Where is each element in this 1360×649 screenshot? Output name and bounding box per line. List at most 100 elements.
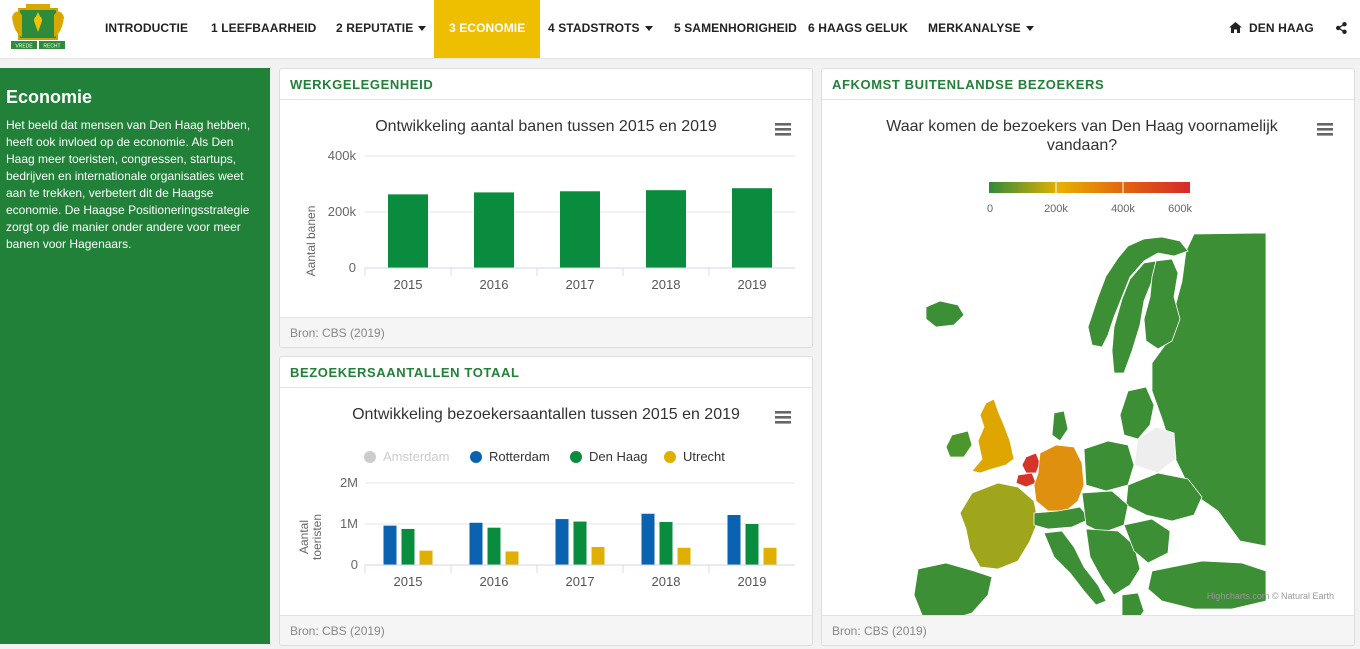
country-turkey[interactable] xyxy=(1148,561,1266,609)
color-axis-label: 600k xyxy=(1168,203,1192,215)
nav-item-samenhorigheid[interactable]: 5 SAMENHORIGHEID xyxy=(674,0,797,58)
y-tick-label: 1M xyxy=(340,516,358,531)
chart-menu-icon[interactable] xyxy=(775,411,791,424)
bar-rotterdam[interactable] xyxy=(384,526,397,565)
nav-item-den-haag[interactable]: DEN HAAG xyxy=(1229,0,1314,58)
x-tick-label: 2019 xyxy=(738,277,767,292)
bar[interactable] xyxy=(474,192,514,268)
top-navbar: VREDE RECHT INTRODUCTIE 1 LEEFBAARHEID 2… xyxy=(0,0,1360,59)
home-icon xyxy=(1229,22,1242,33)
bar-den-haag[interactable] xyxy=(488,528,501,565)
map-credits[interactable]: Highcharts.com © Natural Earth xyxy=(1207,591,1334,601)
bar-utrecht[interactable] xyxy=(592,547,605,565)
x-tick-label: 2016 xyxy=(480,574,509,589)
y-axis-label: Aantal banen xyxy=(304,206,318,277)
bar-rotterdam[interactable] xyxy=(728,515,741,565)
country-poland[interactable] xyxy=(1084,441,1134,491)
bar-utrecht[interactable] xyxy=(764,548,777,565)
panel-footer: Bron: CBS (2019) xyxy=(280,615,812,645)
bar-den-haag[interactable] xyxy=(660,522,673,565)
chart-menu-icon[interactable] xyxy=(1317,123,1333,136)
map-chart: Waar komen de bezoekers van Den Haag voo… xyxy=(822,101,1354,616)
country-netherlands[interactable] xyxy=(1022,453,1040,473)
bar-rotterdam[interactable] xyxy=(642,514,655,565)
y-tick-label: 0 xyxy=(349,260,356,275)
chevron-down-icon xyxy=(645,26,653,31)
country-central[interactable] xyxy=(1082,491,1128,533)
x-tick-label: 2018 xyxy=(652,574,681,589)
country-alpine[interactable] xyxy=(1034,507,1090,529)
y-tick-label: 400k xyxy=(328,148,357,163)
legend-marker xyxy=(664,451,676,463)
legend-marker xyxy=(364,451,376,463)
legend-item-den-haag[interactable]: Den Haag xyxy=(570,449,648,464)
sidebar-text: Het beeld dat mensen van Den Haag hebben… xyxy=(6,117,264,253)
country-germany[interactable] xyxy=(1034,445,1084,511)
nav-item-reputatie[interactable]: 2 REPUTATIE xyxy=(336,0,426,58)
chart-menu-icon[interactable] xyxy=(775,123,791,136)
panel-bezoekersaantallen: BEZOEKERSAANTALLEN TOTAAL Ontwikkeling b… xyxy=(279,356,813,646)
nav-item-leefbaarheid[interactable]: 1 LEEFBAARHEID xyxy=(211,0,316,58)
bar-utrecht[interactable] xyxy=(420,551,433,565)
country-spain[interactable] xyxy=(914,563,992,616)
x-tick-label: 2018 xyxy=(652,277,681,292)
sidebar-title: Economie xyxy=(6,87,264,108)
chart-title: Ontwikkeling aantal banen tussen 2015 en… xyxy=(375,118,717,135)
country-belgium[interactable] xyxy=(1016,473,1036,487)
chart-title: Waar komen de bezoekers van Den Haag voo… xyxy=(886,118,1279,154)
country-france[interactable] xyxy=(960,483,1038,569)
sidebar-intro: Economie Het beeld dat mensen van Den Ha… xyxy=(0,68,270,644)
legend-label: Rotterdam xyxy=(489,449,550,464)
panel-werkgelegenheid: WERKGELEGENHEID Ontwikkeling aantal bane… xyxy=(279,68,813,348)
legend-item-amsterdam[interactable]: Amsterdam xyxy=(364,449,449,464)
country-iceland[interactable] xyxy=(926,301,964,327)
legend-item-utrecht[interactable]: Utrecht xyxy=(664,449,725,464)
country-uk[interactable] xyxy=(972,399,1014,473)
logo-text-right: RECHT xyxy=(43,44,60,50)
nav-item-merkanalyse[interactable]: MERKANALYSE xyxy=(928,0,1034,58)
nav-item-stadstrots[interactable]: 4 STADSTROTS xyxy=(548,0,653,58)
country-ireland[interactable] xyxy=(946,431,972,457)
nav-item-economie[interactable]: 3 ECONOMIE xyxy=(434,0,540,58)
legend-label: Den Haag xyxy=(589,449,648,464)
nav-item-haags-geluk[interactable]: 6 HAAGS GELUK xyxy=(808,0,908,58)
x-tick-label: 2017 xyxy=(566,277,595,292)
den-haag-logo[interactable]: VREDE RECHT xyxy=(10,3,66,51)
bar-rotterdam[interactable] xyxy=(556,519,569,565)
bar-utrecht[interactable] xyxy=(678,548,691,565)
bar-den-haag[interactable] xyxy=(402,529,415,565)
share-icon[interactable] xyxy=(1336,21,1347,39)
x-tick-label: 2015 xyxy=(394,574,423,589)
panel-footer: Bron: CBS (2019) xyxy=(280,317,812,347)
bar[interactable] xyxy=(646,190,686,268)
logo-text-left: VREDE xyxy=(15,44,33,50)
y-tick-label: 2M xyxy=(340,475,358,490)
jobs-chart: Ontwikkeling aantal banen tussen 2015 en… xyxy=(280,101,812,318)
color-axis-label: 0 xyxy=(987,203,993,215)
color-axis: 0 200k 400k 600k xyxy=(987,182,1192,215)
country-greece[interactable] xyxy=(1122,593,1144,616)
bar[interactable] xyxy=(388,194,428,268)
bar[interactable] xyxy=(732,188,772,268)
bar-utrecht[interactable] xyxy=(506,551,519,565)
bar[interactable] xyxy=(560,191,600,268)
legend-item-rotterdam[interactable]: Rotterdam xyxy=(470,449,550,464)
bar-rotterdam[interactable] xyxy=(470,523,483,565)
x-tick-label: 2019 xyxy=(738,574,767,589)
country-denmark[interactable] xyxy=(1052,411,1068,441)
panel-footer: Bron: CBS (2019) xyxy=(822,615,1354,645)
bar-den-haag[interactable] xyxy=(574,522,587,565)
country-baltics[interactable] xyxy=(1120,387,1154,439)
bar-den-haag[interactable] xyxy=(746,524,759,565)
chevron-down-icon xyxy=(418,26,426,31)
legend-marker xyxy=(570,451,582,463)
panel-header: WERKGELEGENHEID xyxy=(280,69,812,100)
y-tick-label: 0 xyxy=(351,557,358,572)
chart-title: Ontwikkeling bezoekersaantallen tussen 2… xyxy=(352,406,740,423)
nav-item-introductie[interactable]: INTRODUCTIE xyxy=(105,0,188,58)
europe-map xyxy=(914,233,1266,616)
legend-label: Amsterdam xyxy=(383,449,449,464)
panel-afkomst-bezoekers: AFKOMST BUITENLANDSE BEZOEKERS Waar kome… xyxy=(821,68,1355,646)
legend-label: Utrecht xyxy=(683,449,725,464)
x-tick-label: 2015 xyxy=(394,277,423,292)
